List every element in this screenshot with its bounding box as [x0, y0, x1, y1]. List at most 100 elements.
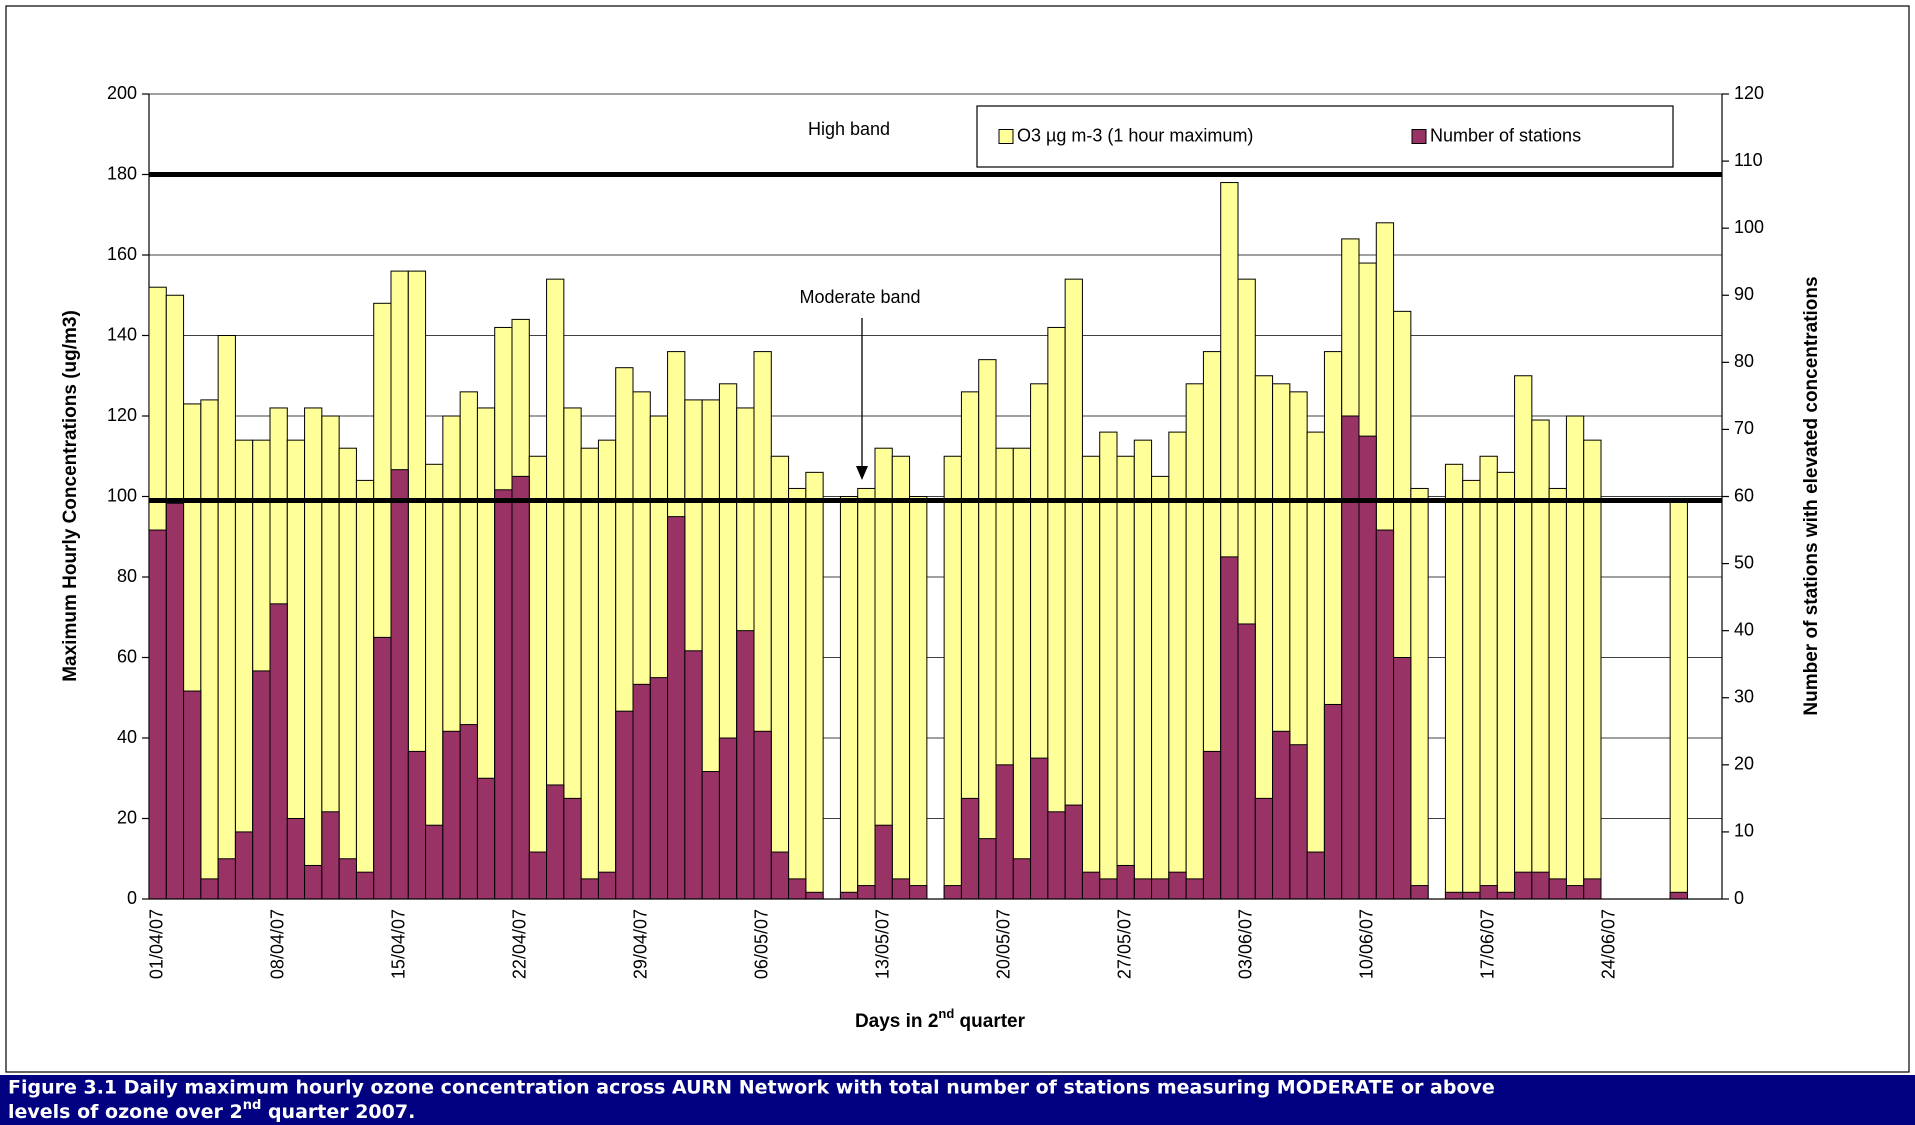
bar [148, 529, 167, 900]
bar [1185, 383, 1204, 900]
y2-tick-label: 100 [1734, 217, 1764, 237]
bar [338, 858, 357, 900]
bar [1030, 757, 1049, 900]
y2-tick-label: 30 [1734, 687, 1754, 707]
x-tick-label: 20/05/07 [993, 909, 1013, 979]
bar [1185, 878, 1204, 900]
bar [1237, 623, 1256, 900]
bar [1496, 471, 1516, 900]
bar [1565, 415, 1585, 900]
bar [580, 447, 599, 900]
bar [684, 650, 703, 900]
legend-label: Number of stations [1430, 125, 1581, 145]
bar [978, 359, 997, 900]
x-axis-title-part: quarter [954, 1011, 1025, 1032]
y2-tick-label: 90 [1734, 284, 1754, 304]
bar [1116, 864, 1135, 900]
bar [183, 690, 202, 900]
bar [234, 831, 254, 900]
bar [304, 864, 323, 900]
x-tick-label: 01/04/07 [146, 909, 166, 979]
y2-tick-label: 70 [1734, 418, 1754, 438]
bar [373, 636, 392, 900]
bar [1531, 871, 1550, 900]
bar [1081, 871, 1101, 900]
bar [805, 891, 824, 900]
bar [1358, 435, 1377, 900]
bar [597, 871, 617, 900]
bar [943, 885, 962, 900]
bar [1151, 475, 1170, 900]
x-tick-label: 22/04/07 [509, 909, 529, 979]
bar [857, 487, 876, 900]
caption: levels of ozone over 2nd quarter 2007. [8, 1098, 415, 1123]
bar [200, 878, 219, 900]
bar [546, 784, 565, 900]
bar [943, 455, 962, 900]
bar [1272, 730, 1291, 900]
y-tick-label: 20 [117, 807, 137, 827]
x-tick-label: 13/05/07 [872, 909, 892, 979]
bar [200, 399, 219, 900]
bar [511, 475, 530, 900]
bar [1583, 439, 1602, 900]
y-tick-label: 160 [107, 244, 137, 264]
bar [1669, 891, 1688, 900]
y2-tick-label: 60 [1734, 485, 1754, 505]
x-tick-label: 08/04/07 [267, 909, 287, 979]
bar [1410, 885, 1429, 900]
caption-part: quarter 2007. [261, 1101, 415, 1123]
bar [1410, 487, 1429, 900]
bar [1514, 871, 1533, 900]
bar [1047, 811, 1066, 900]
y-tick-label: 0 [127, 888, 137, 908]
bar [1202, 750, 1222, 900]
bar [701, 771, 720, 900]
y-tick-label: 60 [117, 646, 137, 666]
x-tick-label: 10/06/07 [1356, 909, 1376, 979]
bar [1669, 500, 1688, 900]
bar [304, 407, 323, 900]
caption: Figure 3.1 Daily maximum hourly ozone co… [8, 1077, 1495, 1099]
y2-tick-label: 10 [1734, 821, 1754, 841]
x-tick-label: 17/06/07 [1477, 909, 1497, 979]
bar [407, 750, 427, 900]
bar [217, 335, 236, 900]
bar [528, 851, 548, 900]
x-tick-label: 29/04/07 [630, 909, 650, 979]
bar [563, 797, 582, 900]
x-tick-label: 03/06/07 [1235, 909, 1255, 979]
bar [1323, 703, 1343, 900]
x-tick-label: 27/05/07 [1114, 909, 1134, 979]
bar [217, 858, 236, 900]
legend-swatch [998, 129, 1014, 144]
bar [1462, 891, 1481, 900]
bar [649, 677, 669, 900]
bar [632, 683, 651, 900]
bar [321, 811, 340, 900]
bar [252, 670, 271, 900]
bar [1133, 439, 1153, 900]
bar [425, 824, 444, 900]
bar [1012, 447, 1032, 900]
bar [1496, 891, 1516, 900]
bar [165, 502, 185, 900]
bar [1306, 851, 1325, 900]
plot: 0 20 40 60 80 100 120 140 160 180 200 0 10 20 30 40 50 60… [107, 83, 1764, 979]
bar [839, 891, 859, 900]
bar [891, 455, 911, 900]
bar [788, 878, 807, 900]
y2-tick-label: 50 [1734, 552, 1754, 572]
bar [891, 878, 911, 900]
y2-tick-label: 40 [1734, 619, 1754, 639]
bar [839, 496, 859, 900]
y-tick-label: 200 [107, 83, 137, 103]
bar [1393, 657, 1412, 900]
bar [459, 724, 478, 900]
bar [909, 885, 928, 900]
bar [805, 471, 824, 900]
bar [1220, 556, 1239, 900]
bar [355, 479, 375, 900]
bar [1583, 878, 1602, 900]
